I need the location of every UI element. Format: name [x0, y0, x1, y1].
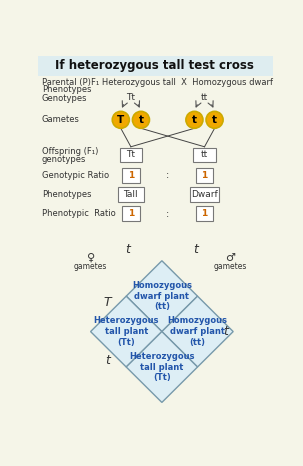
Text: Gametes: Gametes [42, 115, 80, 124]
Text: If heterozygous tall test cross: If heterozygous tall test cross [55, 60, 254, 72]
Text: :: : [166, 170, 169, 180]
Text: Genotypic Ratio: Genotypic Ratio [42, 171, 109, 180]
FancyBboxPatch shape [196, 206, 213, 221]
Text: 1: 1 [201, 209, 208, 218]
Text: Tt: Tt [126, 93, 135, 102]
Polygon shape [126, 261, 198, 332]
Text: t: t [138, 115, 143, 125]
Ellipse shape [186, 111, 203, 128]
Ellipse shape [132, 111, 149, 128]
Text: Tt: Tt [126, 150, 135, 159]
Text: Phenotypic  Ratio: Phenotypic Ratio [42, 209, 115, 218]
Polygon shape [126, 332, 198, 403]
Text: t: t [125, 243, 130, 256]
Text: Parental (P): Parental (P) [42, 78, 91, 87]
Text: Homozygous
dwarf plant
(tt): Homozygous dwarf plant (tt) [168, 316, 228, 347]
Text: Phenotypes: Phenotypes [42, 84, 91, 94]
Text: 1: 1 [128, 171, 134, 180]
Text: t: t [212, 115, 217, 125]
Text: Offspring (F₁): Offspring (F₁) [42, 147, 98, 156]
Ellipse shape [112, 111, 129, 128]
Text: genotypes: genotypes [42, 155, 86, 164]
Text: tt: tt [201, 150, 208, 159]
Text: tt: tt [201, 93, 208, 102]
Text: Tall: Tall [124, 190, 138, 199]
Text: Homozygous
dwarf plant
(tt): Homozygous dwarf plant (tt) [132, 281, 192, 311]
Text: Genotypes: Genotypes [42, 94, 87, 103]
Text: T: T [117, 115, 125, 125]
Text: ♀: ♀ [87, 253, 95, 263]
Polygon shape [91, 296, 162, 367]
Text: ♂: ♂ [225, 253, 235, 263]
FancyBboxPatch shape [120, 148, 142, 162]
FancyBboxPatch shape [122, 206, 140, 221]
FancyBboxPatch shape [196, 168, 213, 183]
Text: Heterozygous
tall plant
(Tt): Heterozygous tall plant (Tt) [93, 316, 159, 347]
Text: Heterozygous
tall plant
(Tt): Heterozygous tall plant (Tt) [129, 352, 195, 382]
Text: 1: 1 [201, 171, 208, 180]
FancyBboxPatch shape [193, 148, 216, 162]
FancyBboxPatch shape [38, 56, 273, 76]
Text: F₁ Heterozygous tall  X  Homozygous dwarf: F₁ Heterozygous tall X Homozygous dwarf [91, 78, 273, 87]
Text: :: : [166, 209, 169, 219]
FancyBboxPatch shape [190, 187, 219, 202]
Text: t: t [194, 243, 198, 256]
Text: 1: 1 [128, 209, 134, 218]
Text: t: t [105, 354, 110, 367]
Text: gametes: gametes [213, 261, 247, 271]
Text: Dwarf: Dwarf [191, 190, 218, 199]
FancyBboxPatch shape [118, 187, 144, 202]
Text: T: T [104, 296, 112, 309]
Text: Phenotypes: Phenotypes [42, 190, 91, 199]
Ellipse shape [206, 111, 223, 128]
FancyBboxPatch shape [122, 168, 140, 183]
Polygon shape [162, 296, 233, 367]
Text: t: t [192, 115, 197, 125]
Text: t: t [223, 325, 228, 338]
Text: gametes: gametes [74, 261, 107, 271]
